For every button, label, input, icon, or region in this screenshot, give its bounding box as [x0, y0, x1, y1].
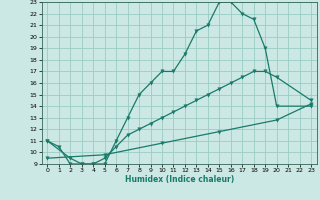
- X-axis label: Humidex (Indice chaleur): Humidex (Indice chaleur): [124, 175, 234, 184]
